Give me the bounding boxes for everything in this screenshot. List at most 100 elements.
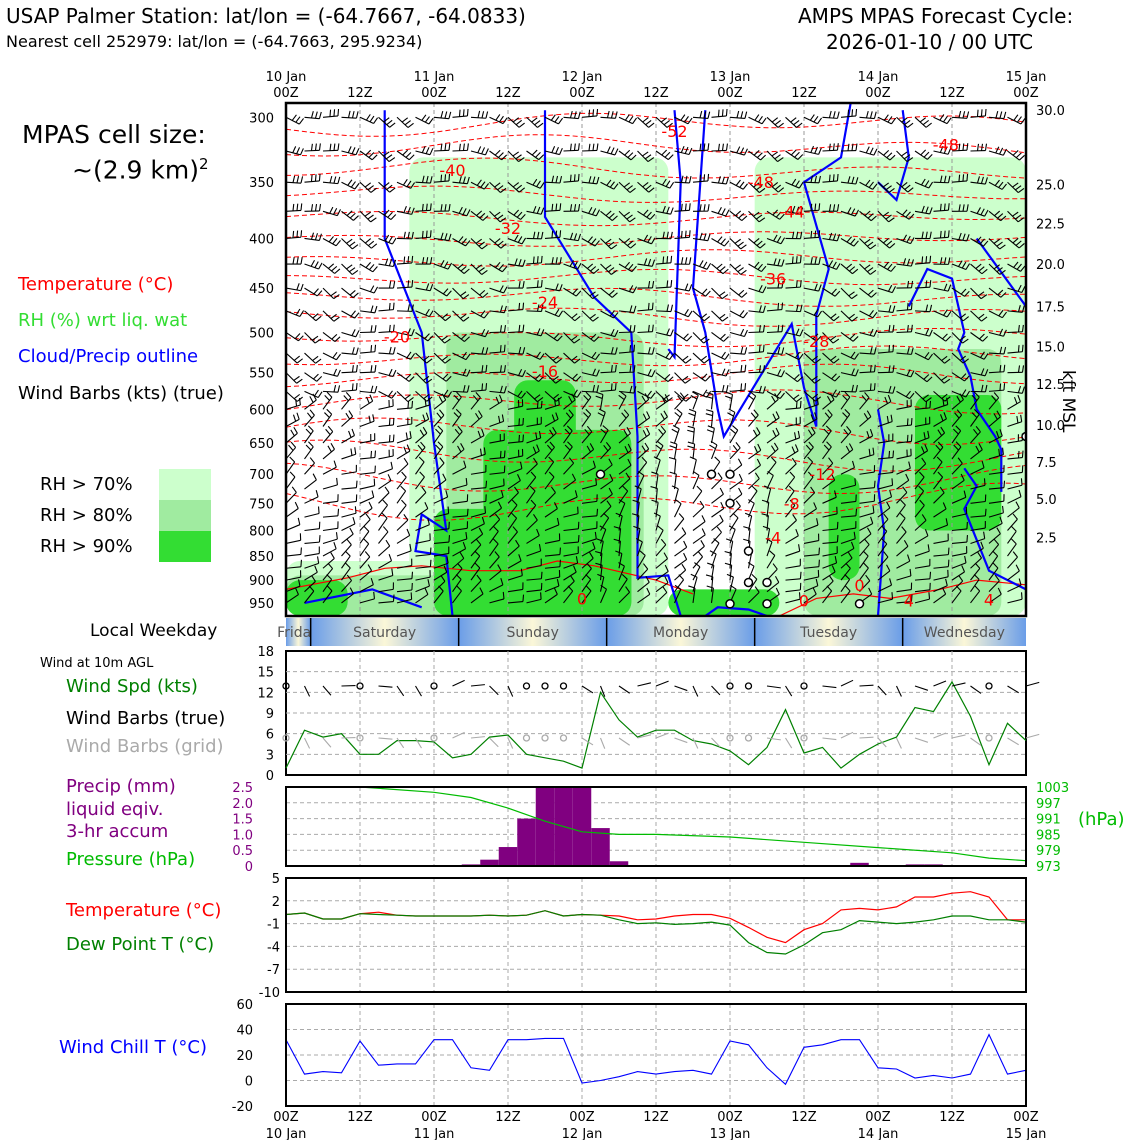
wind-barb	[396, 255, 414, 265]
wind-barb-feather	[610, 383, 613, 391]
wind-barb	[988, 263, 1006, 275]
wind-barb-feather	[892, 365, 895, 373]
wind-barb-staff	[692, 310, 705, 322]
wind-barb-staff	[563, 446, 573, 460]
wind-10m-barb	[896, 737, 902, 749]
wind-barb-staff	[563, 479, 576, 490]
wind-barb-feather	[705, 290, 711, 297]
wind-barb	[452, 206, 471, 217]
wind-barb-feather	[1001, 505, 1004, 513]
wind-barb	[859, 465, 876, 475]
bottom-time-label: 00Z	[865, 1110, 891, 1125]
wind-barb-feather	[692, 470, 700, 476]
wind-barb-feather	[775, 587, 780, 595]
wind-barb-staff	[970, 484, 986, 490]
wind-barb	[452, 477, 468, 490]
wind-barb	[378, 368, 397, 378]
wind-barb-feather	[372, 266, 378, 273]
wind-barb-feather	[885, 185, 892, 191]
wind-barb-staff	[359, 439, 375, 444]
wind-barb-feather	[351, 365, 354, 373]
wind-barb-feather	[536, 401, 539, 409]
wind-barb-feather	[993, 413, 998, 420]
wind-barb	[692, 485, 703, 504]
wind-barb-feather	[687, 441, 695, 445]
wind-barb	[726, 573, 734, 592]
wind-10m-barb	[933, 680, 947, 687]
wind-barb	[933, 559, 950, 569]
wind-barb-feather	[647, 280, 651, 289]
wind-barb-feather	[569, 575, 575, 582]
wind-barb	[618, 149, 637, 161]
wind-barb-feather	[386, 119, 393, 126]
wind-barb-feather	[947, 230, 950, 238]
wind-barb-staff	[544, 372, 556, 384]
wind-barb	[711, 287, 729, 300]
wind-barb-feather	[724, 550, 732, 554]
wind-barb-staff	[803, 352, 816, 364]
wind-barb-feather	[929, 280, 932, 288]
wind-barb-staff	[822, 571, 836, 581]
wind-barb-feather	[1000, 292, 1007, 298]
wind-barb-feather	[705, 574, 713, 578]
wind-barb-feather	[757, 263, 763, 270]
wind-barb-feather	[776, 235, 782, 243]
wind-barb-feather	[392, 594, 395, 602]
wind-barb-feather	[906, 347, 910, 355]
wind-barb-feather	[961, 261, 967, 269]
wind-barb	[322, 108, 340, 118]
wind-barb-staff	[618, 478, 631, 490]
wind-barb-feather	[664, 373, 671, 380]
wind-barb-staff	[322, 431, 334, 444]
wind-barb	[655, 280, 673, 289]
wind-calm-circle	[559, 682, 568, 690]
wind-barb-feather	[310, 111, 314, 119]
wind-barb	[933, 471, 944, 490]
temp-contour	[286, 210, 1026, 227]
wind-barb	[378, 448, 394, 460]
wind-barb-feather	[457, 425, 463, 432]
wind-barb-feather	[721, 384, 725, 392]
cloud-outline	[543, 110, 682, 616]
wind-barb	[378, 582, 394, 593]
wind-barb	[729, 310, 748, 319]
wind-barb-feather	[1040, 371, 1043, 377]
wind-barb-feather	[1002, 148, 1007, 156]
wind-barb	[359, 551, 371, 569]
wind-barb-staff	[692, 395, 699, 410]
wind-barb-feather	[327, 562, 333, 569]
wind-barb-feather	[926, 376, 933, 383]
wind-barb-feather	[475, 264, 482, 270]
pressure-tick-label: 400	[249, 232, 274, 247]
wind-barb-feather	[814, 230, 817, 238]
wind-barb	[859, 429, 874, 444]
wind-barb	[452, 351, 471, 361]
wind-barb	[286, 547, 302, 557]
wind-barb-staff	[840, 287, 853, 300]
wind-calm-circle	[744, 734, 753, 742]
wind-barb-feather	[759, 187, 766, 193]
wind-barb-feather	[812, 333, 819, 340]
wind-barb	[859, 310, 878, 319]
wind-barb	[359, 325, 377, 334]
wind-barb-feather	[680, 230, 683, 238]
wind-barb	[433, 585, 444, 604]
wind-barb-feather	[796, 122, 803, 128]
wind-barb-staff	[822, 479, 835, 490]
wind-barb-feather	[830, 313, 837, 319]
wind-barb-feather	[845, 562, 851, 569]
wind-barb-feather	[365, 513, 371, 520]
wind-barb-feather	[474, 550, 481, 557]
wind-barb	[988, 238, 1006, 250]
wind-barb-feather	[647, 157, 655, 163]
wind-barb-staff	[544, 476, 555, 490]
wind-barb-feather	[633, 305, 637, 313]
wind-barb-staff	[766, 372, 782, 378]
wind-barb-staff	[914, 519, 927, 531]
wind-barb-feather	[689, 456, 697, 461]
wind-barb	[304, 425, 314, 444]
wind-barb-feather	[494, 551, 500, 558]
wind-barb-feather	[427, 335, 434, 342]
wind-barb	[840, 351, 860, 360]
wind-barb-feather	[466, 143, 469, 151]
